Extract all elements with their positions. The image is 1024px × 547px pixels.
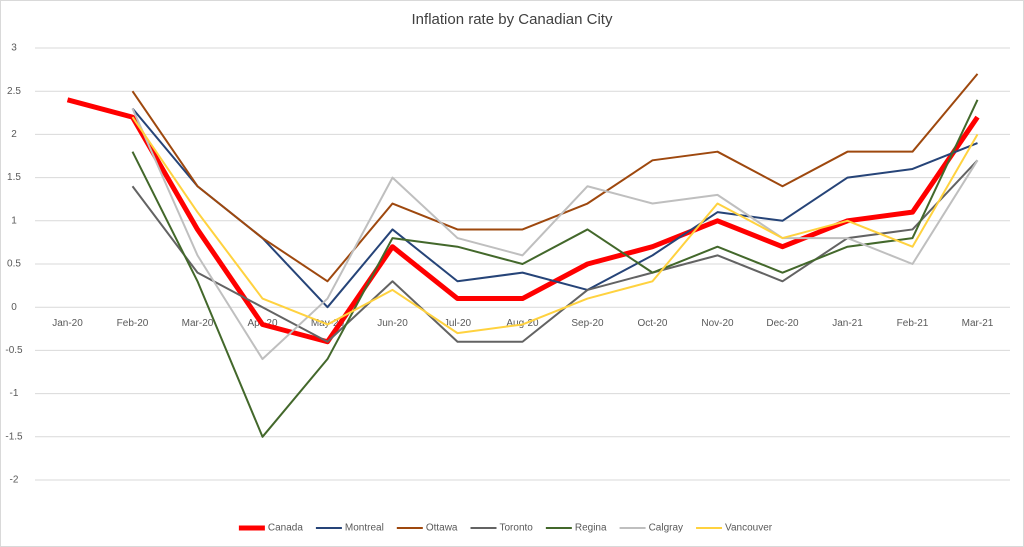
legend-label: Vancouver <box>725 523 773 534</box>
x-tick-label: Dec-20 <box>766 318 799 329</box>
series-line <box>131 99 979 438</box>
y-tick-label: 3 <box>11 43 17 54</box>
series-line <box>66 97 980 345</box>
y-tick-label: 0.5 <box>7 259 21 270</box>
x-tick-label: Sep-20 <box>571 318 604 329</box>
x-tick-label: Jul-20 <box>444 318 472 329</box>
x-tick-label: Feb-20 <box>117 318 149 329</box>
x-tick-label: Nov-20 <box>701 318 734 329</box>
legend-label: Calgray <box>649 523 683 534</box>
legend-label: Ottawa <box>426 523 458 534</box>
legend-label: Montreal <box>345 523 384 534</box>
y-tick-label: -0.5 <box>5 345 23 356</box>
y-tick-label: 1 <box>11 215 17 226</box>
legend-label: Toronto <box>500 523 534 534</box>
series-line <box>131 108 979 361</box>
y-tick-label: 1.5 <box>7 172 21 183</box>
series-line <box>131 159 979 343</box>
y-tick-label: 2.5 <box>7 86 21 97</box>
chart-title: Inflation rate by Canadian City <box>412 11 613 28</box>
legend-label: Canada <box>268 523 303 534</box>
x-tick-label: Oct-20 <box>637 318 667 329</box>
y-tick-label: -2 <box>10 475 19 486</box>
series-line <box>131 107 978 309</box>
x-tick-label: Mar-20 <box>182 318 214 329</box>
x-tick-label: Jan-21 <box>832 318 863 329</box>
y-tick-label: 0 <box>11 302 17 313</box>
y-tick-label: 2 <box>11 129 17 140</box>
series-line <box>131 116 979 335</box>
x-tick-label: Feb-21 <box>897 318 929 329</box>
y-tick-label: -1.5 <box>5 431 23 442</box>
series-line <box>131 73 979 283</box>
legend-label: Regina <box>575 523 607 534</box>
x-tick-label: Jun-20 <box>377 318 408 329</box>
x-tick-label: Jan-20 <box>52 318 83 329</box>
y-tick-label: -1 <box>10 388 19 399</box>
x-tick-label: Mar-21 <box>962 318 994 329</box>
